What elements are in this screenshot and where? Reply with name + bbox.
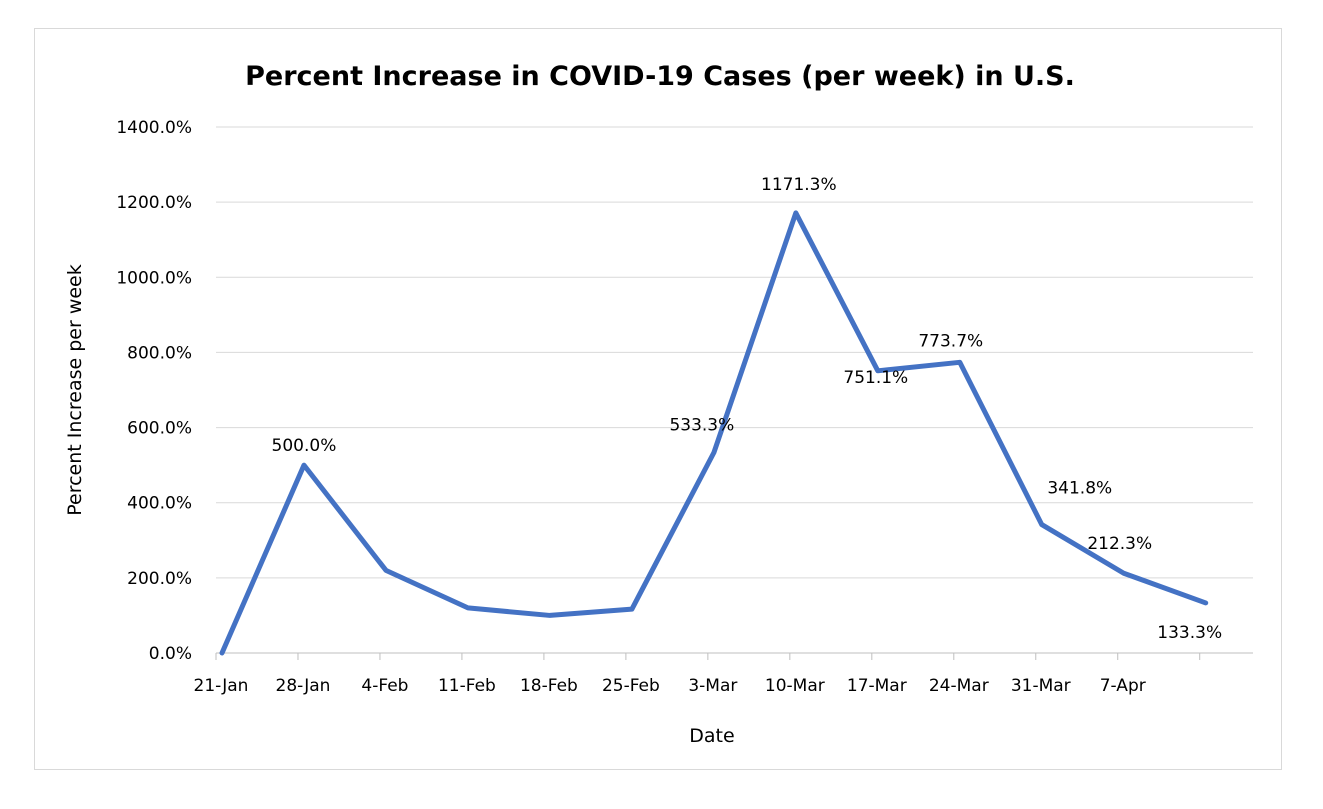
x-axis: 21-Jan 28-Jan 4-Feb 11-Feb 18-Feb 25-Feb 3-Mar… [194,652,1253,696]
data-label: 500.0% [272,436,337,456]
series-layer [219,210,1209,656]
data-label: 751.1% [843,368,908,388]
y-axis-label: Percent Increase per week [64,264,86,516]
data-labels: 500.0% 533.3% 1171.3% 751.1% 773.7% 341.8% 212… [272,175,1223,643]
y-tick-label: 1000.0% [116,268,192,288]
x-axis-label: Date [689,725,734,747]
x-tick-label: 25-Feb [602,676,660,696]
data-label: 341.8% [1047,479,1112,499]
y-tick-label: 0.0% [149,644,192,664]
x-tick-label: 3-Mar [688,676,737,696]
x-tick-label: 31-Mar [1011,676,1071,696]
y-tick-label: 200.0% [127,569,192,589]
x-tick-label: 28-Jan [276,676,331,696]
chart-title: Percent Increase in COVID-19 Cases (per … [245,61,1075,92]
y-tick-label: 400.0% [127,494,192,514]
x-tick-label: 10-Mar [765,676,825,696]
y-axis-ticks: 0.0% 200.0% 400.0% 600.0% 800.0% 1000.0% 1200.… [116,118,192,664]
x-tick-label: 11-Feb [438,676,496,696]
x-tick-label: 17-Mar [847,676,907,696]
x-tick-label: 7-Apr [1100,676,1146,696]
x-tick-label: 18-Feb [520,676,578,696]
y-tick-label: 1400.0% [116,118,192,138]
x-tick-label: 21-Jan [194,676,249,696]
y-tick-label: 800.0% [127,343,192,363]
y-tick-label: 600.0% [127,419,192,439]
series-line [219,210,1209,656]
x-tick-label: 24-Mar [929,676,989,696]
data-label: 773.7% [918,331,983,351]
x-tick-label: 4-Feb [361,676,408,696]
chart-frame [34,28,1282,770]
data-label: 133.3% [1157,623,1222,643]
data-label: 1171.3% [761,175,837,195]
data-label: 533.3% [669,416,734,436]
y-tick-label: 1200.0% [116,193,192,213]
data-label: 212.3% [1087,534,1152,554]
